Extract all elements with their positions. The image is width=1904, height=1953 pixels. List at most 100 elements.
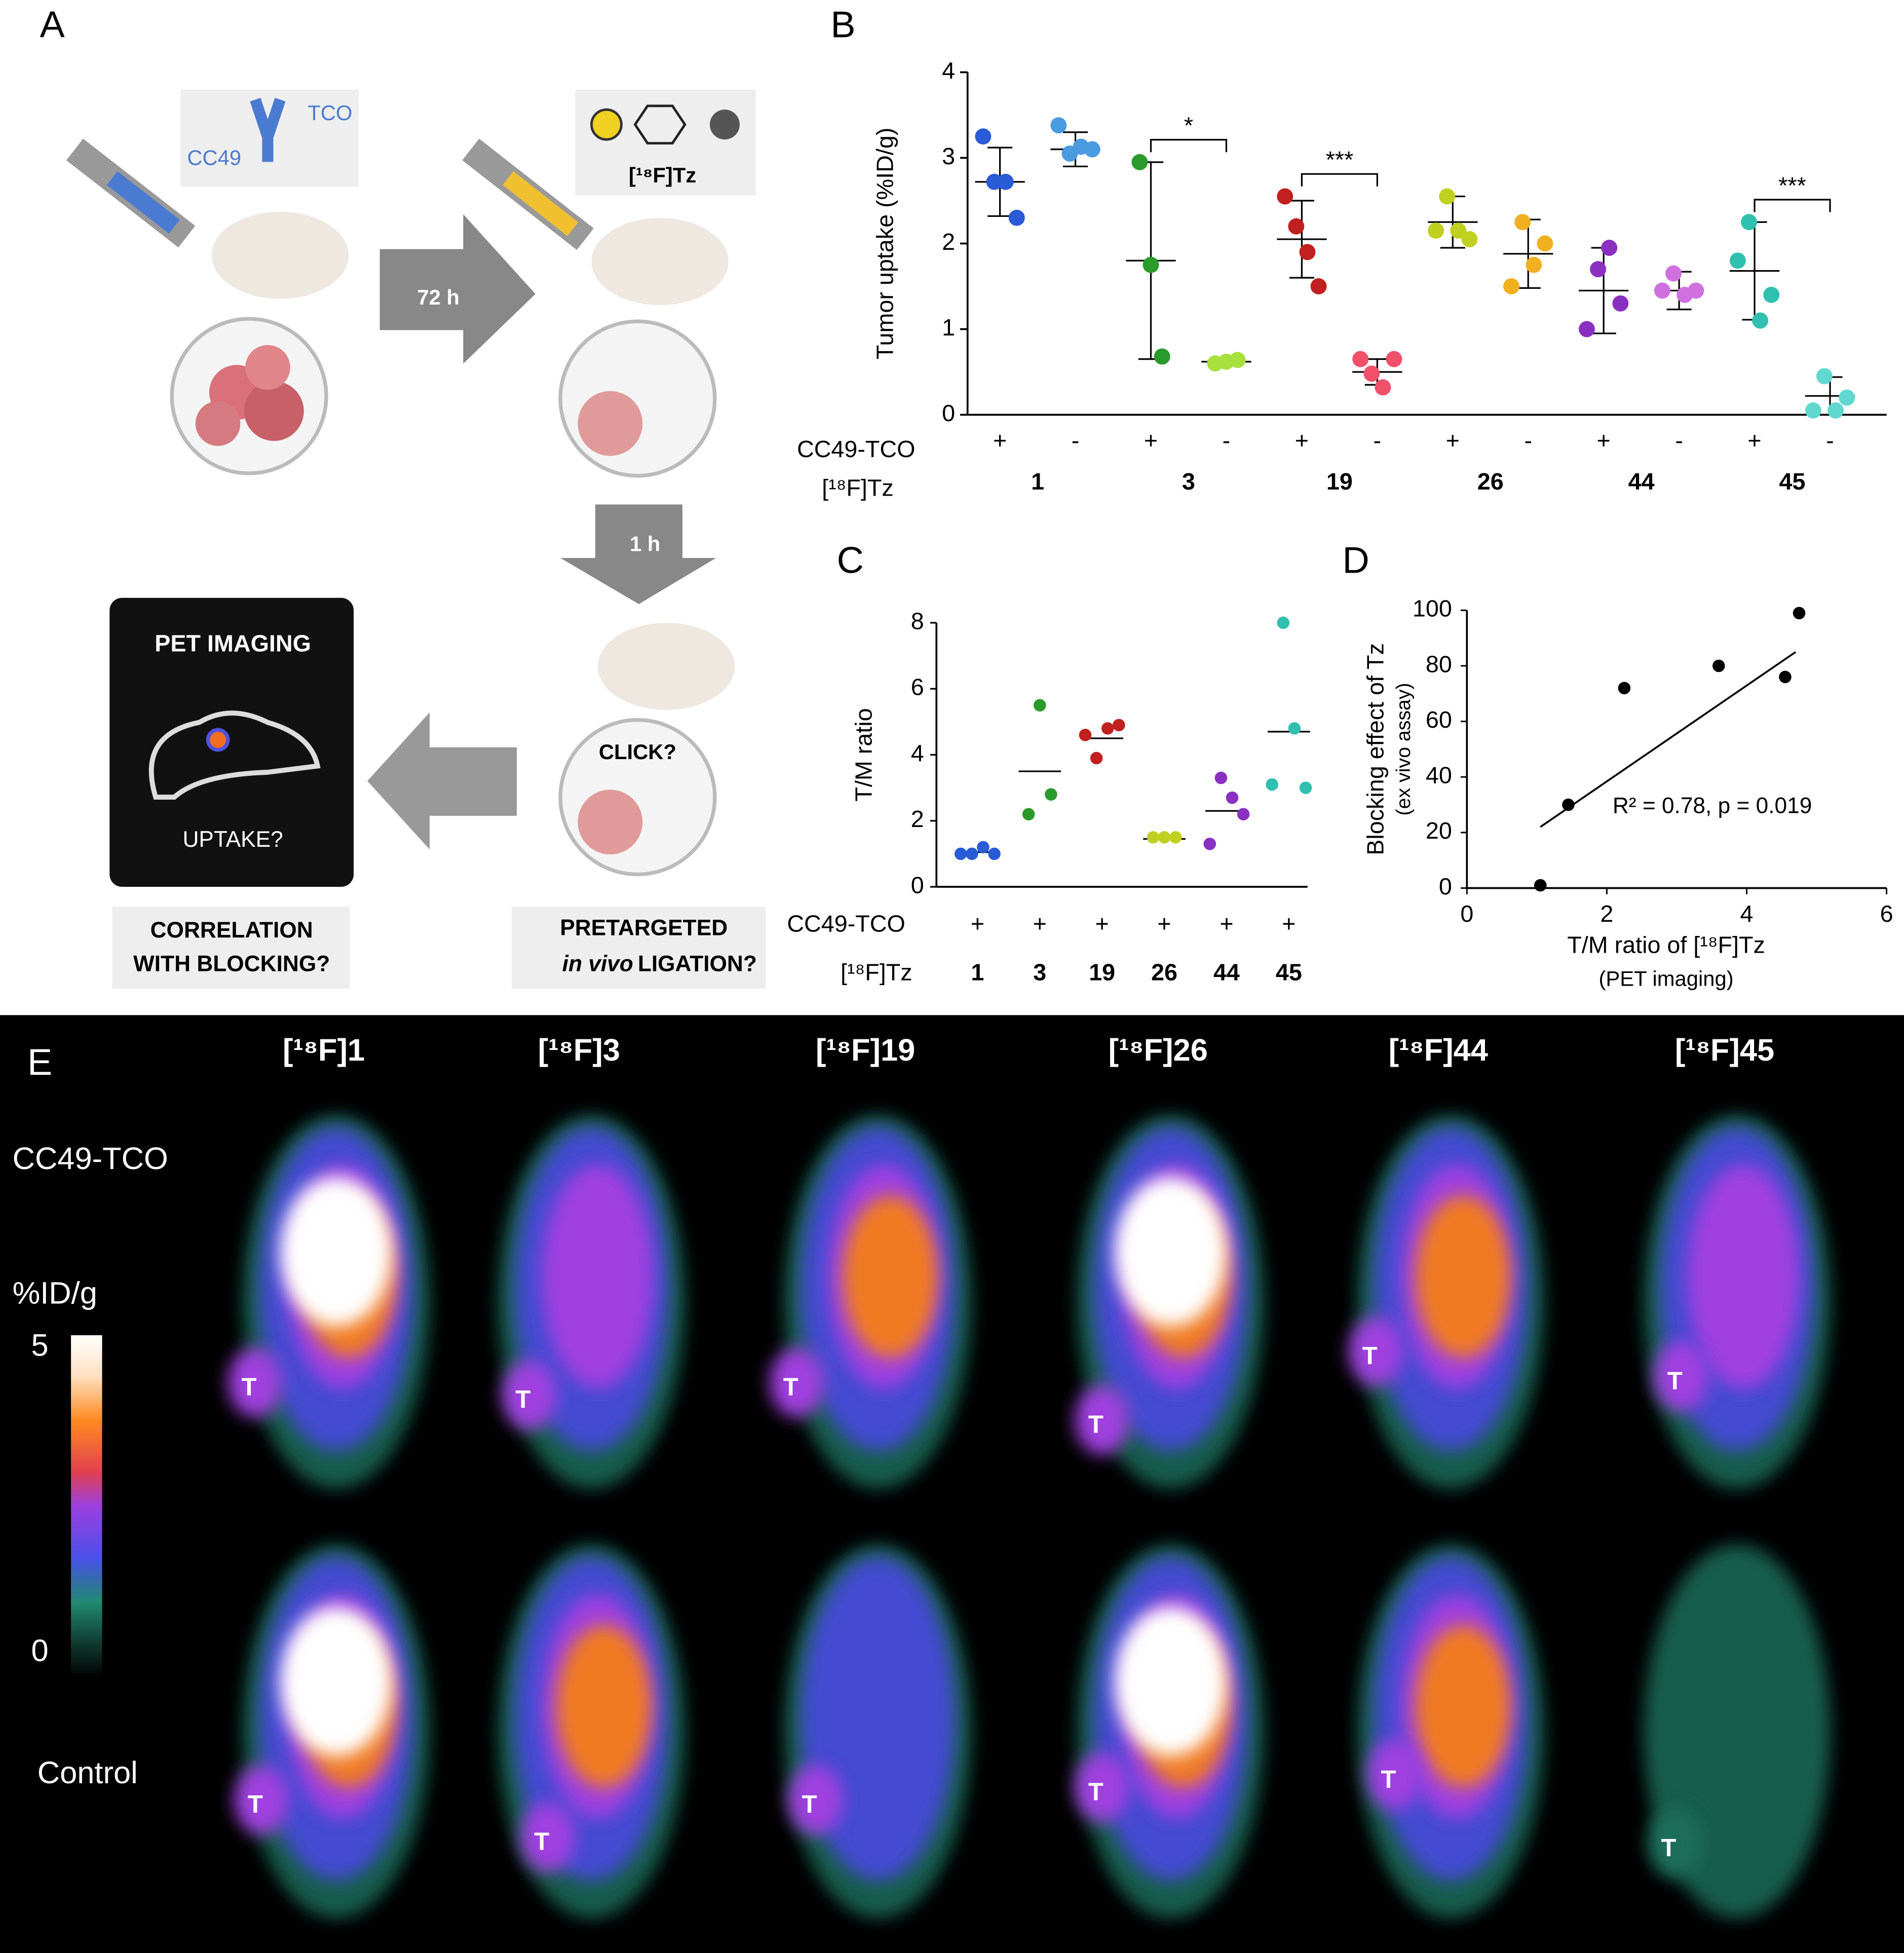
significance-label: ***	[1778, 172, 1806, 199]
pet-blob	[843, 1195, 938, 1358]
tumor-blob	[1075, 1385, 1130, 1455]
tumor-label: T	[1661, 1834, 1676, 1862]
arrow-label: 1 h	[630, 532, 660, 556]
sign-label: -	[1072, 427, 1080, 454]
sign-label: +	[1144, 427, 1158, 454]
data-point	[1154, 348, 1170, 365]
data-point	[1827, 402, 1844, 419]
panel-label: D	[1343, 539, 1369, 581]
data-point	[1601, 239, 1618, 256]
data-point	[1045, 788, 1057, 801]
tumor-label: T	[802, 1791, 817, 1818]
group-label: 45	[1779, 468, 1806, 495]
y-tick-label: 1	[942, 314, 955, 341]
panel-label: E	[27, 1041, 52, 1083]
question-text: PRETARGETED	[560, 915, 728, 940]
column-label: [¹⁸F]44	[1389, 1033, 1488, 1068]
radio-icon	[590, 108, 623, 141]
data-point	[1816, 368, 1833, 385]
y-tick-label: 2	[911, 806, 924, 832]
data-point	[1169, 831, 1182, 844]
group-label: 3	[1182, 468, 1195, 495]
y-tick-label: 8	[911, 608, 924, 634]
category-label: 3	[1033, 959, 1046, 985]
data-point	[1033, 699, 1046, 712]
data-point	[1654, 282, 1670, 299]
data-point	[1143, 256, 1159, 273]
data-point	[1229, 352, 1246, 368]
data-point	[1534, 879, 1547, 892]
group-label: 26	[1477, 468, 1504, 495]
x-axis-label: (PET imaging)	[1598, 966, 1733, 990]
tumor-blob	[788, 1764, 843, 1835]
data-point	[1439, 188, 1456, 205]
row-label: CC49-TCO	[787, 911, 905, 937]
data-point	[1090, 752, 1103, 765]
column-label: [¹⁸F]3	[538, 1033, 620, 1068]
pet-spot	[206, 728, 230, 752]
data-point	[1299, 781, 1312, 794]
colorbar-label: %ID/g	[13, 1275, 97, 1310]
data-point	[1299, 244, 1316, 260]
mouse	[597, 622, 735, 710]
data-point	[1288, 722, 1301, 735]
pet-blob	[1114, 1606, 1227, 1756]
x-tick-label: 2	[1600, 900, 1613, 927]
arrow	[560, 504, 716, 605]
data-point	[1101, 722, 1114, 735]
pet-box	[109, 597, 354, 887]
x-tick-label: 6	[1880, 900, 1893, 927]
column-label: [¹⁸F]19	[816, 1033, 915, 1068]
data-point	[1363, 365, 1380, 382]
arrow-label: 72 h	[417, 285, 460, 309]
data-point	[1266, 778, 1278, 791]
data-point	[1688, 282, 1704, 299]
y-tick-label: 40	[1426, 762, 1452, 788]
tumor-label: T	[1088, 1778, 1103, 1806]
group-label: 44	[1628, 468, 1655, 495]
mouse	[211, 211, 349, 299]
y-tick-label: 100	[1413, 595, 1452, 622]
sign-label: +	[1446, 427, 1460, 454]
data-point	[1763, 286, 1780, 303]
arrow	[367, 712, 517, 850]
y-tick-label: 0	[942, 400, 955, 426]
question-text: WITH BLOCKING?	[133, 952, 330, 976]
question-text: CORRELATION	[150, 918, 313, 943]
fit-line	[1540, 651, 1797, 828]
y-tick-label: 2	[942, 229, 955, 255]
fit-annotation: R² = 0.78, p = 0.019	[1613, 793, 1812, 818]
pet-blob	[542, 1165, 654, 1389]
category-label: 26	[1151, 959, 1177, 985]
antibody-label: CC49	[187, 146, 241, 170]
tumor-blob	[769, 1347, 825, 1418]
data-point	[1277, 188, 1293, 205]
tumor-label: T	[242, 1374, 257, 1401]
data-point	[1729, 252, 1746, 269]
tumor-zoom	[558, 319, 717, 478]
imaging-question: UPTAKE?	[182, 827, 283, 852]
y-tick-label: 20	[1426, 817, 1452, 844]
data-point	[1158, 831, 1171, 844]
tumor-label: T	[783, 1374, 798, 1401]
data-point	[1712, 659, 1725, 672]
category-label: 1	[971, 959, 984, 985]
panel-label: A	[40, 4, 65, 46]
category-label: 19	[1089, 959, 1115, 985]
group-icon	[709, 109, 740, 140]
column-label: [¹⁸F]26	[1109, 1033, 1208, 1068]
data-point	[988, 847, 1001, 860]
tumor-blob	[1367, 1740, 1422, 1810]
panel-label: C	[837, 539, 864, 581]
data-point	[1131, 154, 1148, 170]
data-point	[1084, 141, 1100, 158]
pet-blob	[1687, 1165, 1800, 1389]
data-point	[1503, 278, 1520, 294]
sign-label: -	[1524, 427, 1532, 454]
question-text: in vivo	[562, 952, 633, 976]
cell	[244, 381, 304, 441]
y-axis-label: T/M ratio	[851, 708, 877, 801]
data-point	[1514, 214, 1531, 231]
data-point	[1562, 798, 1575, 811]
data-point	[1665, 265, 1682, 282]
